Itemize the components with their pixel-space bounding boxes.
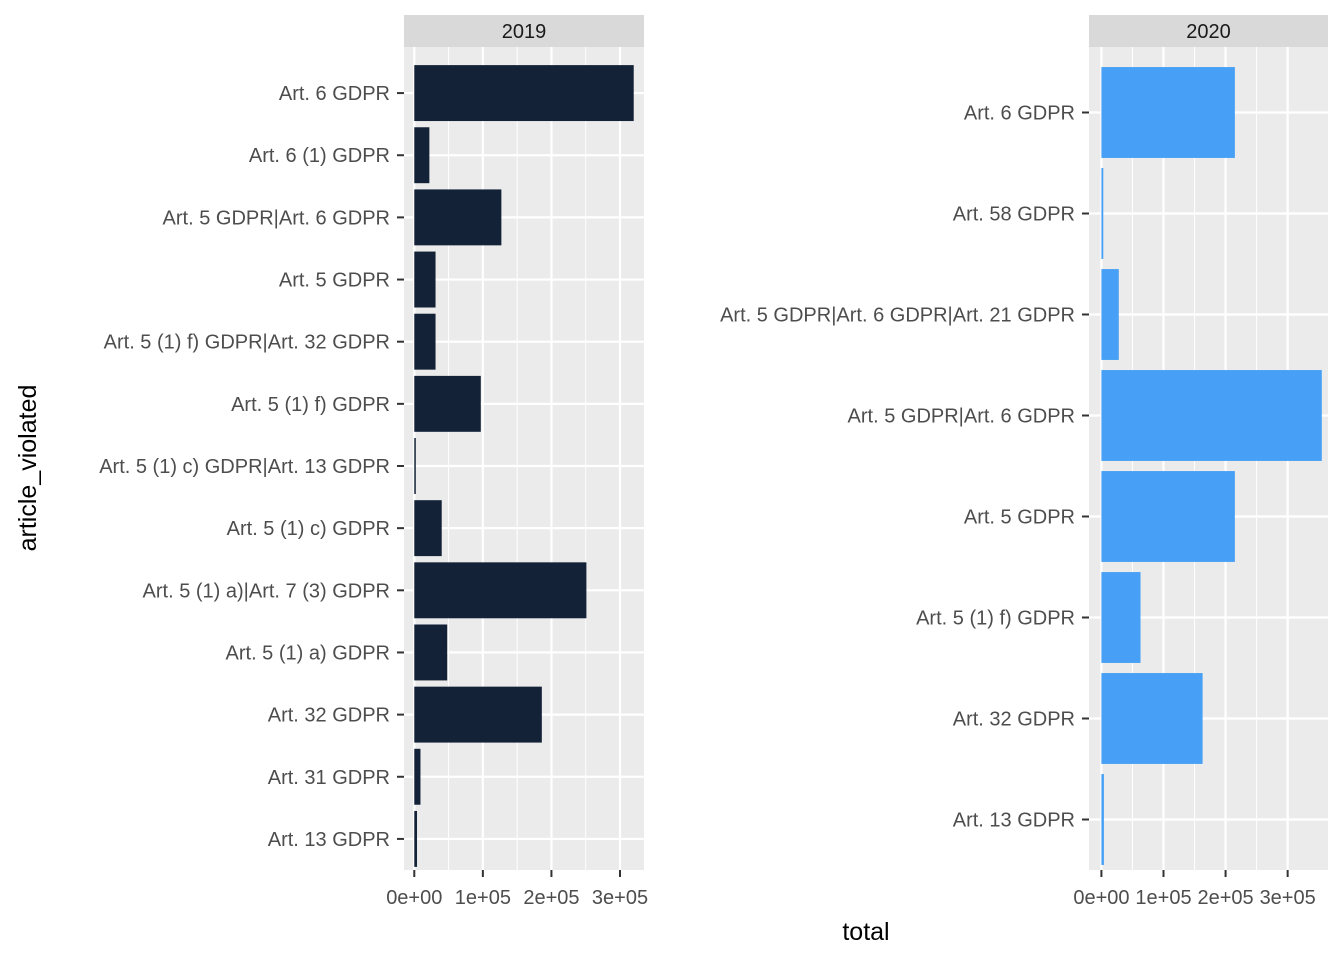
- panel-2019-strip-label: 2019: [502, 21, 547, 43]
- panel-2019-bar: [414, 500, 442, 557]
- panel-2019-bar: [414, 562, 587, 619]
- panel-2019-bar: [414, 313, 436, 370]
- panel-2019-bar: [414, 748, 421, 805]
- panel-2020-x-tick-label: 1e+05: [1135, 887, 1191, 909]
- panel-2020-strip-label: 2020: [1186, 21, 1231, 43]
- panel-2019-bar: [414, 810, 418, 867]
- panel-2019-strip: [404, 15, 644, 47]
- panel-2020-category-label: Art. 5 GDPR|Art. 6 GDPR|Art. 21 GDPR: [720, 305, 1075, 327]
- x-axis-title: total: [842, 918, 889, 946]
- panel-2019-bar: [414, 189, 502, 246]
- panel-2019-category-label: Art. 5 (1) c) GDPR|Art. 13 GDPR: [99, 456, 390, 478]
- panel-2019-bar: [414, 686, 542, 743]
- panel-2019-category-label: Art. 31 GDPR: [268, 767, 390, 789]
- panel-2019-category-label: Art. 5 (1) f) GDPR|Art. 32 GDPR: [104, 332, 390, 354]
- panel-2019-x-tick-label: 0e+00: [386, 887, 442, 909]
- panel-2020-category-label: Art. 6 GDPR: [964, 103, 1075, 125]
- panel-2020-x-tick-label: 0e+00: [1073, 887, 1129, 909]
- panel-2019-x-tick-label: 3e+05: [592, 887, 648, 909]
- y-axis-title: article_violated: [14, 385, 42, 552]
- panel-2019-bar: [414, 65, 634, 122]
- panel-2019-category-label: Art. 5 (1) c) GDPR: [227, 518, 390, 540]
- panel-2019-bar: [414, 251, 436, 308]
- panel-2020-bar: [1101, 774, 1104, 865]
- panel-2020-strip: [1089, 15, 1328, 47]
- panel-2020-bar: [1101, 572, 1141, 663]
- panel-2020-category-label: Art. 5 GDPR: [964, 507, 1075, 529]
- panel-2019-bar: [414, 624, 448, 681]
- panel-2019-bar: [414, 375, 481, 432]
- panel-2019-category-label: Art. 6 GDPR: [279, 83, 390, 105]
- panel-2019-category-label: Art. 5 (1) a)|Art. 7 (3) GDPR: [143, 580, 390, 602]
- panel-2019-category-label: Art. 5 GDPR|Art. 6 GDPR: [163, 207, 390, 229]
- panel-2020-bar: [1101, 370, 1322, 461]
- panel-2020-category-label: Art. 58 GDPR: [953, 204, 1075, 226]
- panel-2020-bar: [1101, 67, 1235, 158]
- panel-2019-background: [404, 47, 644, 870]
- panel-2020-bar: [1101, 673, 1203, 764]
- panel-2020-bar: [1101, 168, 1104, 259]
- panel-2019-category-label: Art. 13 GDPR: [268, 829, 390, 851]
- panel-2020-x-tick-label: 2e+05: [1197, 887, 1253, 909]
- panel-2019-category-label: Art. 6 (1) GDPR: [249, 145, 390, 167]
- panel-2020-x-tick-label: 3e+05: [1260, 887, 1316, 909]
- panel-2020-category-label: Art. 13 GDPR: [953, 810, 1075, 832]
- panel-2019-x-tick-label: 1e+05: [455, 887, 511, 909]
- panel-2019-category-label: Art. 5 GDPR: [279, 270, 390, 292]
- panel-2020-category-label: Art. 32 GDPR: [953, 709, 1075, 731]
- panel-2020-category-label: Art. 5 (1) f) GDPR: [916, 608, 1075, 630]
- panel-2020-bar: [1101, 471, 1235, 562]
- panel-2020-bar: [1101, 269, 1119, 360]
- panel-2019-category-label: Art. 5 (1) a) GDPR: [226, 642, 390, 664]
- panel-2019-bar: [414, 127, 430, 184]
- panel-2019-category-label: Art. 5 (1) f) GDPR: [231, 394, 390, 416]
- panel-2019-x-tick-label: 2e+05: [523, 887, 579, 909]
- panel-2020-category-label: Art. 5 GDPR|Art. 6 GDPR: [848, 406, 1075, 428]
- panel-2019-category-label: Art. 32 GDPR: [268, 705, 390, 727]
- panel-2019-bar: [414, 438, 416, 494]
